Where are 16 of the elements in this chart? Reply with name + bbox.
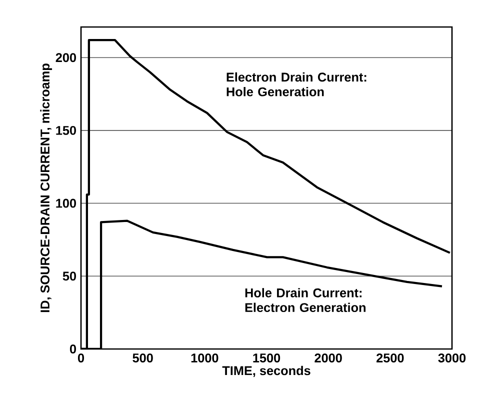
y-tick-label: 200: [56, 53, 76, 62]
x-tick-label: 1500: [253, 353, 280, 362]
y-tick-label: 150: [56, 126, 76, 135]
x-tick-label: 2500: [376, 353, 404, 362]
text: Electron Drain Current: Hole Generation: [226, 72, 366, 96]
y-axis-title: ID, SOURCE-DRAIN CURRENT, microamp: [40, 64, 52, 312]
x-tick-label: 500: [132, 353, 153, 362]
x-tick-label: 1000: [191, 353, 218, 362]
y-tick-label: 0: [70, 344, 76, 354]
y-tick-label: 50: [62, 272, 76, 281]
x-tick-label: 0: [78, 353, 84, 362]
y-tick-label: 100: [56, 198, 76, 208]
x-axis-title: TIME, seconds: [222, 366, 310, 377]
x-tick-label: 3000: [438, 353, 466, 362]
x-tick-label: 2000: [314, 353, 342, 362]
series-label: Hole Drain Current: Electron Generation: [245, 288, 366, 312]
